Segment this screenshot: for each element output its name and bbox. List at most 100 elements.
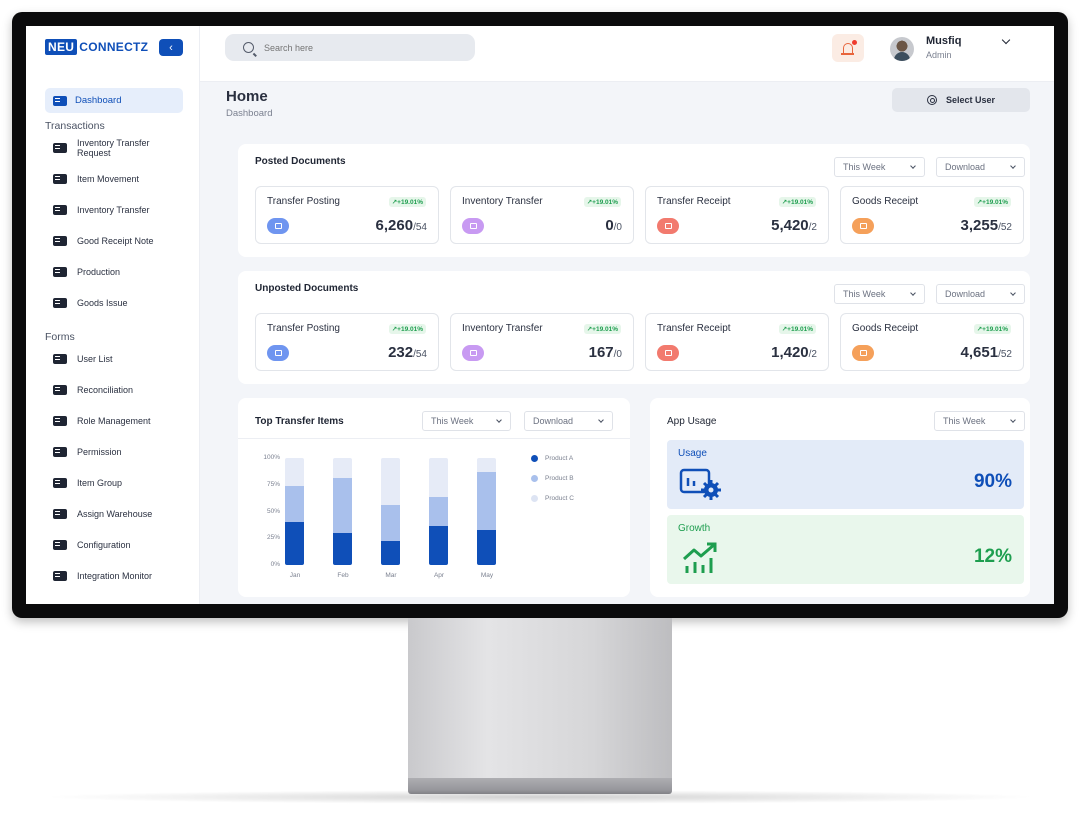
sidebar-item-configuration[interactable]: Configuration	[45, 540, 183, 550]
list-check-icon	[53, 447, 67, 457]
trend-badge: ↗+19.01%	[973, 197, 1011, 207]
bar-apr-product-b[interactable]	[429, 496, 448, 527]
bar-feb-product-a[interactable]	[333, 532, 352, 565]
notifications-button[interactable]	[832, 34, 864, 62]
stat-card-transfer-receipt[interactable]: Transfer Receipt ↗+19.01% 1,420/2	[645, 313, 829, 371]
bar-mar-product-c[interactable]	[381, 458, 400, 506]
growth-card[interactable]: Growth 12%	[667, 515, 1024, 584]
sidebar: NEU CONNECTZ ‹ Dashboard Transactions In…	[26, 26, 200, 604]
brand-logo[interactable]: NEU CONNECTZ	[45, 39, 148, 55]
bar-apr-product-c[interactable]	[429, 458, 448, 497]
transfer-download-dropdown[interactable]: Download	[524, 411, 613, 431]
bar-jan-product-c[interactable]	[285, 458, 304, 486]
unposted-download-dropdown[interactable]: Download	[936, 284, 1025, 304]
stat-card-value: 3,255/52	[961, 217, 1012, 234]
usage-card[interactable]: Usage 90%	[667, 440, 1024, 509]
legend-label: Product B	[545, 475, 574, 482]
stat-sub-value: /2	[808, 349, 817, 360]
stat-value: 167	[588, 344, 614, 361]
app-screen: NEU CONNECTZ ‹ Dashboard Transactions In…	[26, 26, 1054, 604]
sidebar-item-permission[interactable]: Permission	[45, 447, 183, 457]
collapse-sidebar-button[interactable]: ‹	[159, 39, 183, 56]
bar-apr-product-a[interactable]	[429, 526, 448, 565]
logo-neu: NEU	[45, 39, 78, 55]
transfer-period-dropdown[interactable]: This Week	[422, 411, 511, 431]
bar-feb-product-b[interactable]	[333, 478, 352, 533]
list-check-icon	[53, 236, 67, 246]
stat-value: 4,651	[960, 344, 999, 361]
stat-card-goods-receipt[interactable]: Goods Receipt ↗+19.01% 4,651/52	[840, 313, 1024, 371]
stat-card-goods-receipt[interactable]: Goods Receipt ↗+19.01% 3,255/52	[840, 186, 1024, 244]
legend-item[interactable]: Product A	[531, 455, 573, 462]
bar-mar-product-a[interactable]	[381, 541, 400, 565]
trend-value: +19.01%	[397, 199, 423, 206]
posted-period-dropdown[interactable]: This Week	[834, 157, 925, 177]
stat-card-value: 167/0	[589, 344, 622, 361]
sidebar-item-reconciliation[interactable]: Reconciliation	[45, 385, 183, 395]
sidebar-item-label: Item Movement	[77, 174, 140, 184]
usage-period-dropdown[interactable]: This Week	[934, 411, 1025, 431]
user-role: Admin	[926, 50, 952, 60]
select-user-button[interactable]: Select User	[892, 88, 1030, 112]
sidebar-item-item-group[interactable]: Item Group	[45, 478, 183, 488]
sidebar-item-integration-monitor[interactable]: Integration Monitor	[45, 571, 183, 581]
unposted-documents-panel: Unposted Documents This Week Download Tr…	[238, 271, 1030, 384]
stat-card-transfer-receipt[interactable]: Transfer Receipt ↗+19.01% 5,420/2	[645, 186, 829, 244]
stat-sub-value: /0	[613, 222, 622, 233]
trending-up-icon	[682, 542, 717, 573]
bar-jan-product-a[interactable]	[285, 522, 304, 565]
legend-item[interactable]: Product B	[531, 475, 574, 482]
stat-card-value: 5,420/2	[771, 217, 817, 234]
stat-card-inventory-transfer[interactable]: Inventory Transfer ↗+19.01% 0/0	[450, 186, 634, 244]
user-name[interactable]: Musfiq	[926, 35, 962, 47]
search-input[interactable]	[264, 42, 464, 53]
chevron-down-icon	[910, 163, 916, 169]
sidebar-item-label: Inventory Transfer	[77, 205, 150, 215]
stat-card-label: Transfer Receipt	[657, 323, 731, 334]
avatar[interactable]	[890, 37, 914, 61]
dropdown-value: This Week	[843, 289, 886, 299]
sidebar-item-user-list[interactable]: User List	[45, 354, 183, 364]
sidebar-item-goods-issue[interactable]: Goods Issue	[45, 298, 183, 308]
stat-sub-value: /52	[998, 222, 1012, 233]
chevron-down-icon[interactable]	[1001, 35, 1011, 45]
sidebar-item-production[interactable]: Production	[45, 267, 183, 277]
monitor-stand-base	[408, 778, 672, 794]
sidebar-item-good-receipt-note[interactable]: Good Receipt Note	[45, 236, 183, 246]
sidebar-item-inventory-transfer-request[interactable]: Inventory Transfer Request	[45, 138, 183, 158]
growth-value: 12%	[973, 546, 1012, 567]
bar-jan-product-b[interactable]	[285, 485, 304, 523]
bar-may-product-c[interactable]	[477, 458, 496, 472]
trend-badge: ↗+19.01%	[778, 197, 816, 207]
sidebar-item-role-management[interactable]: Role Management	[45, 416, 183, 426]
floor-shadow	[40, 790, 1040, 804]
sidebar-item-label: User List	[77, 354, 113, 364]
stat-value: 1,420	[771, 344, 809, 361]
stat-card-transfer-posting[interactable]: Transfer Posting ↗+19.01% 232/54	[255, 313, 439, 371]
sidebar-item-item-movement[interactable]: Item Movement	[45, 174, 183, 184]
sidebar-item-assign-warehouse[interactable]: Assign Warehouse	[45, 509, 183, 519]
trend-value: +19.01%	[592, 199, 618, 206]
dropdown-value: This Week	[431, 416, 474, 426]
legend-item[interactable]: Product C	[531, 495, 574, 502]
posted-download-dropdown[interactable]: Download	[936, 157, 1025, 177]
trend-badge: ↗+19.01%	[388, 324, 426, 334]
list-check-icon	[53, 509, 67, 519]
bell-icon	[841, 42, 854, 55]
sidebar-item-dashboard[interactable]: Dashboard	[45, 88, 183, 113]
list-check-icon	[53, 205, 67, 215]
stat-card-inventory-transfer[interactable]: Inventory Transfer ↗+19.01% 167/0	[450, 313, 634, 371]
usage-label: Usage	[678, 448, 707, 459]
stat-card-transfer-posting[interactable]: Transfer Posting ↗+19.01% 6,260/54	[255, 186, 439, 244]
list-check-icon	[53, 143, 67, 153]
bar-mar-product-b[interactable]	[381, 505, 400, 542]
unposted-period-dropdown[interactable]: This Week	[834, 284, 925, 304]
sidebar-item-inventory-transfer[interactable]: Inventory Transfer	[45, 205, 183, 215]
search-box[interactable]	[225, 34, 475, 61]
bar-feb-product-c[interactable]	[333, 458, 352, 479]
bar-may-product-b[interactable]	[477, 471, 496, 530]
bar-may-product-a[interactable]	[477, 529, 496, 565]
legend-label: Product A	[545, 455, 574, 462]
posted-documents-panel: Posted Documents This Week Download Tran…	[238, 144, 1030, 257]
sidebar-item-label: Inventory Transfer Request	[77, 138, 150, 158]
